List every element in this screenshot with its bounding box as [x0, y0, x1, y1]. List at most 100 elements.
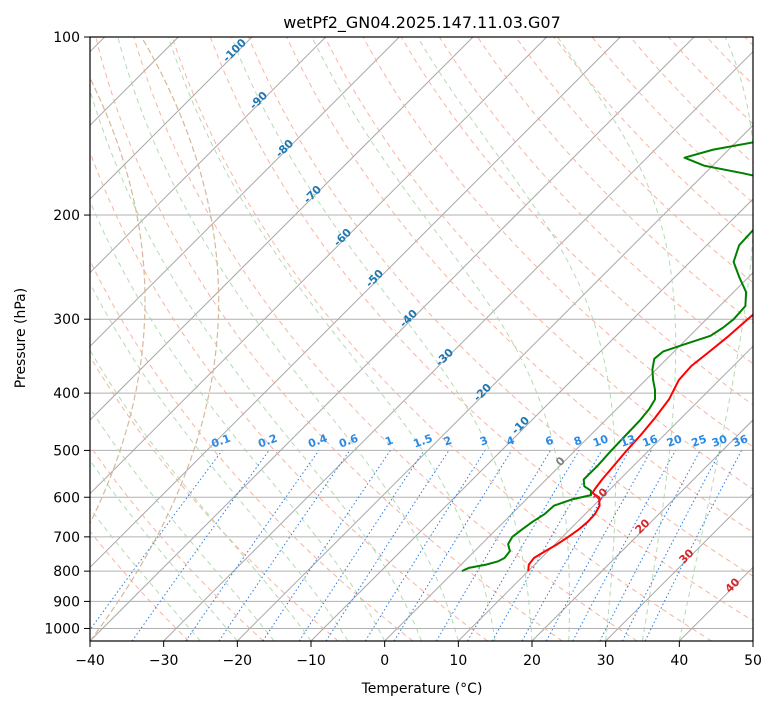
mixing-ratio-line: [298, 450, 425, 641]
mixing-ratio-label: 1: [383, 434, 395, 449]
isotherm-label: -80: [273, 137, 296, 160]
dry-adiabat: [515, 37, 753, 284]
dry-adiabat: [171, 37, 712, 641]
mixing-ratio-line: [572, 450, 676, 641]
moist-adiabat: [90, 349, 312, 641]
mixing-ratio-label: 0.6: [337, 432, 360, 451]
dry-adiabat: [400, 37, 753, 406]
moist-adiabat: [557, 37, 677, 641]
dry-adiabat: [706, 37, 753, 86]
isotherm-label: -70: [301, 183, 324, 206]
dry-adiabat: [90, 530, 190, 641]
dry-adiabat: [90, 150, 488, 641]
moist-adiabat: [417, 37, 617, 641]
moist-adiabat: [90, 459, 238, 641]
isotherm-line: [90, 37, 327, 274]
isotherm-line: [90, 37, 695, 641]
isotherm-line: [90, 37, 400, 348]
mixing-ratio-line: [364, 450, 486, 641]
x-tick-label: 30: [597, 653, 615, 669]
mixing-ratio-line: [467, 450, 580, 641]
isotherm-label: -40: [397, 307, 420, 330]
moist-adiabat: [90, 407, 275, 641]
y-tick-label: 1000: [44, 621, 80, 637]
mixing-ratio-label: 8: [572, 434, 584, 449]
moist-adiabat: [311, 37, 570, 641]
y-tick-label: 700: [53, 530, 80, 546]
x-tick-label: 50: [744, 653, 762, 669]
x-tick-label: −20: [223, 653, 253, 669]
mixing-ratio-line: [435, 450, 552, 641]
temperature-trace: [527, 313, 753, 572]
dry-adiabat: [438, 37, 753, 365]
y-tick-label: 300: [53, 312, 80, 328]
x-tick-label: 0: [380, 653, 389, 669]
chart-title: wetPf2_GN04.2025.147.11.03.G07: [283, 13, 561, 33]
dry-adiabat: [90, 355, 339, 641]
x-tick-label: 20: [523, 653, 541, 669]
mixing-ratio-line: [545, 450, 652, 641]
dry-adiabat: [248, 37, 753, 577]
dry-adiabat: [553, 37, 753, 244]
isotherm-line: [90, 37, 548, 495]
y-tick-label: 500: [53, 443, 80, 459]
mixing-ratio-line: [262, 450, 391, 641]
y-tick-label: 800: [53, 564, 80, 580]
isotherm-line: [457, 345, 753, 641]
isotherm-label: -30: [433, 346, 456, 369]
dry-adiabat: [744, 37, 753, 47]
isotherm-line: [90, 37, 253, 200]
dry-adiabat: [133, 37, 638, 641]
mixing-ratio-label: 2: [442, 434, 454, 449]
isotherm-line: [531, 419, 753, 641]
mixing-ratio-label: 30: [710, 432, 729, 450]
axes: −40 −30 −20 −10 0 10 20 30 40 5010020030040050060…: [44, 30, 762, 669]
isotherm-line: [163, 50, 753, 641]
mixing-ratio-line: [185, 450, 320, 641]
isotherm-line: [310, 198, 753, 641]
mixing-ratio-label: 3: [478, 434, 490, 449]
mixing-ratio-label: 4: [505, 434, 517, 449]
isotherm-label: -100: [220, 36, 249, 65]
isotherm-line: [678, 566, 753, 641]
plot-frame: [89, 36, 754, 642]
mixing-ratio-line: [393, 450, 513, 641]
y-tick-label: 100: [53, 30, 80, 46]
y-tick-label: 900: [53, 594, 80, 610]
isotherm-label: -20: [471, 381, 494, 404]
x-tick-label: 10: [449, 653, 467, 669]
isotherm-label: -10: [509, 414, 532, 437]
y-axis-label: Pressure (hPa): [13, 288, 29, 388]
y-tick-label: 400: [53, 386, 80, 402]
dry-adiabat: [286, 37, 753, 534]
mixing-ratio-label: 25: [690, 432, 709, 449]
ice-arc: [90, 37, 220, 641]
isotherm-label: -50: [363, 267, 386, 290]
x-tick-label: −10: [296, 653, 326, 669]
x-tick-label: −40: [75, 653, 105, 669]
mixing-ratio-line: [218, 450, 351, 641]
isotherm-line: [752, 640, 753, 641]
ice-arc: [90, 76, 146, 525]
mixing-ratio-line: [325, 450, 450, 641]
y-tick-label: 600: [53, 490, 80, 506]
mixing-ratio-label: 36: [731, 432, 750, 450]
mixing-ratio-label: 0.1: [210, 432, 233, 451]
dry-adiabat: [95, 37, 563, 641]
mixing-ratio-label: 16: [641, 432, 660, 450]
isotherm-label: 30: [677, 546, 697, 566]
mixing-ratio-label: 13: [619, 432, 638, 449]
dewpoint-trace: [461, 141, 753, 573]
mixing-ratio-label: 10: [591, 432, 610, 450]
mixing-ratio-line: [644, 450, 742, 641]
dry-adiabat: [477, 37, 753, 324]
dry-adiabat: [90, 259, 414, 641]
mixing-ratio-label: 6: [544, 434, 556, 449]
moist-adiabat: [90, 200, 386, 641]
mixing-ratio-label: 20: [665, 432, 684, 450]
y-tick-label: 200: [53, 208, 80, 224]
moist-adiabat: [90, 507, 201, 641]
dry-adiabat: [209, 37, 753, 622]
mixing-ratio-label: 0.4: [306, 432, 329, 451]
